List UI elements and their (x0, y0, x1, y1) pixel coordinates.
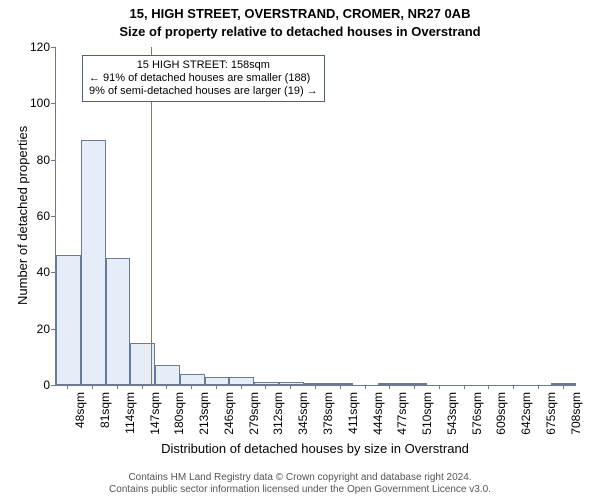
x-tick-label: 279sqm (247, 392, 261, 452)
y-tick-mark (51, 47, 55, 48)
x-tick-label: 180sqm (172, 392, 186, 452)
y-tick-label: 100 (20, 96, 50, 110)
histogram-bar (551, 383, 576, 385)
x-tick-label: 543sqm (445, 392, 459, 452)
x-tick-mark (389, 385, 390, 389)
x-tick-label: 510sqm (420, 392, 434, 452)
x-tick-label: 246sqm (222, 392, 236, 452)
y-tick-label: 20 (20, 322, 50, 336)
x-tick-label: 345sqm (296, 392, 310, 452)
x-tick-mark (290, 385, 291, 389)
x-tick-mark (488, 385, 489, 389)
info-line-larger: 9% of semi-detached houses are larger (1… (89, 85, 318, 98)
x-tick-label: 114sqm (123, 392, 137, 452)
x-tick-mark (414, 385, 415, 389)
x-tick-label: 477sqm (395, 392, 409, 452)
x-tick-mark (241, 385, 242, 389)
x-tick-label: 147sqm (148, 392, 162, 452)
x-tick-label: 609sqm (494, 392, 508, 452)
x-tick-mark (216, 385, 217, 389)
info-line-property: 15 HIGH STREET: 158sqm (89, 59, 318, 72)
y-tick-label: 40 (20, 265, 50, 279)
y-tick-mark (51, 385, 55, 386)
x-tick-mark (563, 385, 564, 389)
y-tick-label: 120 (20, 40, 50, 54)
x-tick-mark (340, 385, 341, 389)
x-tick-label: 411sqm (346, 392, 360, 452)
x-tick-label: 81sqm (98, 392, 112, 452)
x-tick-mark (464, 385, 465, 389)
histogram-bar (328, 383, 353, 385)
y-tick-mark (51, 103, 55, 104)
histogram-bar (229, 377, 254, 385)
histogram-bar (155, 365, 180, 385)
x-tick-label: 576sqm (470, 392, 484, 452)
histogram-bar (106, 258, 131, 385)
y-tick-label: 0 (20, 378, 50, 392)
x-tick-mark (67, 385, 68, 389)
x-tick-mark (265, 385, 266, 389)
x-tick-mark (117, 385, 118, 389)
x-tick-mark (92, 385, 93, 389)
summary-info-box: 15 HIGH STREET: 158sqm ← 91% of detached… (82, 55, 325, 102)
y-tick-mark (51, 216, 55, 217)
x-tick-label: 675sqm (544, 392, 558, 452)
x-tick-mark (191, 385, 192, 389)
histogram-bar (254, 382, 279, 385)
info-line-smaller: ← 91% of detached houses are smaller (18… (89, 72, 318, 85)
y-tick-mark (51, 160, 55, 161)
x-tick-mark (365, 385, 366, 389)
x-tick-mark (538, 385, 539, 389)
y-tick-label: 80 (20, 153, 50, 167)
x-tick-mark (439, 385, 440, 389)
x-tick-label: 642sqm (519, 392, 533, 452)
y-tick-label: 60 (20, 209, 50, 223)
x-tick-label: 378sqm (321, 392, 335, 452)
histogram-bar (205, 377, 230, 385)
x-tick-mark (166, 385, 167, 389)
page-title-line1: 15, HIGH STREET, OVERSTRAND, CROMER, NR2… (0, 6, 600, 21)
x-tick-mark (142, 385, 143, 389)
x-tick-mark (513, 385, 514, 389)
histogram-bar (56, 255, 81, 385)
histogram-bar (81, 140, 106, 385)
x-tick-label: 444sqm (371, 392, 385, 452)
attribution: Contains HM Land Registry data © Crown c… (0, 472, 600, 496)
page-title-line2: Size of property relative to detached ho… (0, 24, 600, 39)
attribution-line2: Contains public sector information licen… (0, 484, 600, 496)
attribution-line1: Contains HM Land Registry data © Crown c… (0, 472, 600, 484)
x-tick-label: 48sqm (73, 392, 87, 452)
y-tick-mark (51, 272, 55, 273)
x-tick-label: 213sqm (197, 392, 211, 452)
x-tick-label: 312sqm (271, 392, 285, 452)
x-tick-label: 708sqm (569, 392, 583, 452)
x-tick-mark (315, 385, 316, 389)
histogram-bar (180, 374, 205, 385)
y-tick-mark (51, 329, 55, 330)
